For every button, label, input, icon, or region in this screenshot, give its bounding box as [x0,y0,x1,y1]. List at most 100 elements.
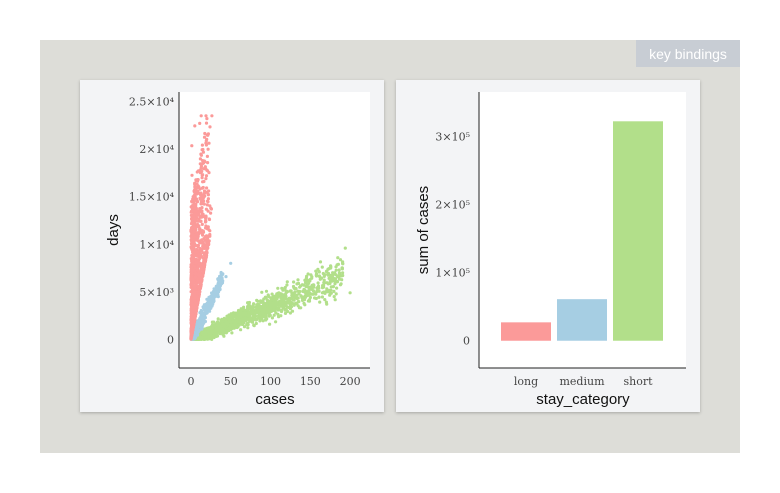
scatter-point-long [206,161,210,165]
scatter-point-short [333,272,337,276]
scatter-point-long [194,310,198,314]
scatter-point-long [198,208,202,212]
scatter-point-long [199,281,203,285]
scatter-point-short [323,291,327,295]
scatter-point-short [240,322,244,326]
scatter-point-short [340,278,344,282]
scatter-chart[interactable]: 0 50 100 150 200 0 5×10³ 1×10⁴ 1.5×10⁴ 2×10⁴ 2.5×… [80,80,384,412]
scatter-point-long [200,222,204,226]
scatter-point-short [303,294,307,298]
scatter-point-short [317,295,321,299]
scatter-point-short [205,335,210,339]
scatter-point-short [283,308,287,312]
scatter-point-short [326,272,330,276]
scatter-point-long [198,229,202,233]
scatter-point-long [192,229,196,234]
scatter-point-long [193,198,197,202]
scatter-point-short [309,286,313,290]
scatter-point-short [318,260,323,264]
scatter-point-short [238,320,242,324]
scatter-point-long [207,141,211,145]
scatter-point-long [207,189,211,193]
scatter-point-medium [198,325,203,329]
scatter-point-long [190,209,194,213]
key-bindings-button[interactable]: key bindings [636,40,740,67]
bar-long[interactable] [501,322,551,341]
scatter-point-short [221,332,225,337]
scatter-point-short [320,291,324,295]
scatter-point-short [331,276,335,280]
scatter-point-short [227,327,232,331]
scatter-point-long [200,274,204,278]
scatter-point-short [236,317,241,321]
scatter-point-short [270,316,274,320]
scatter-point-short [333,298,337,302]
scatter-point-long [206,193,210,197]
scatter-point-short [304,281,308,285]
scatter-y-tick-label: 1.5×10⁴ [129,191,175,204]
scatter-point-short [316,281,320,285]
scatter-point-short [260,290,264,294]
scatter-point-short [281,300,285,304]
scatter-point-medium [196,328,200,332]
scatter-point-short [241,312,245,316]
scatter-point-long [205,117,209,121]
scatter-point-medium [208,309,212,313]
bar-short[interactable] [613,121,663,341]
scatter-point-short [324,300,328,304]
scatter-point-medium [229,261,233,265]
scatter-point-short [220,317,224,321]
scatter-point-short [203,333,207,337]
scatter-point-long [192,285,196,289]
bar-medium[interactable] [557,299,607,341]
scatter-point-long [195,244,199,248]
scatter-x-tick-label: 50 [224,375,238,388]
scatter-point-short [254,305,258,309]
scatter-point-long [206,242,210,246]
scatter-x-tick-label: 100 [260,375,281,388]
scatter-point-long [192,307,196,311]
scatter-point-short [296,278,300,282]
scatter-point-short [340,266,344,270]
scatter-point-short [215,320,220,324]
bar-x-tick-label: long [514,375,538,388]
scatter-point-long [204,219,208,224]
scatter-point-long [201,233,205,237]
scatter-point-short [287,301,291,305]
scatter-point-short [325,289,329,293]
scatter-point-short [263,318,267,322]
scatter-point-long [205,236,210,240]
scatter-point-short [336,262,340,266]
scatter-point-long [198,157,202,161]
scatter-point-long [198,276,202,280]
bar-chart[interactable]: long medium short 0 1×10⁵ 2×10⁵ 3×10⁵ stay_ca… [396,80,700,412]
scatter-point-long [190,232,194,237]
scatter-point-short [311,289,315,293]
scatter-point-short [209,331,213,335]
scatter-point-short [244,318,248,323]
scatter-point-long [198,290,202,294]
scatter-point-long [194,219,198,223]
scatter-point-long [193,235,197,239]
scatter-point-long [189,275,193,279]
scatter-y-tick-label: 2×10⁴ [139,143,174,156]
scatter-point-long [201,266,205,271]
scatter-y-tick-label: 1×10⁴ [139,238,174,251]
scatter-point-short [339,282,343,286]
scatter-point-short [305,283,309,287]
scatter-point-long [204,121,209,125]
scatter-point-short [222,316,226,320]
scatter-point-long [204,255,208,259]
scatter-point-long [197,270,202,274]
scatter-point-long [198,121,202,125]
scatter-point-long [190,280,194,284]
scatter-point-short [252,302,256,306]
scatter-point-long [194,209,198,213]
scatter-point-long [209,211,213,215]
scatter-point-long [195,295,199,299]
scatter-point-short [288,311,292,315]
scatter-point-long [206,133,210,137]
scatter-point-short [285,283,289,287]
scatter-point-short [303,303,307,307]
scatter-point-short [297,306,301,310]
